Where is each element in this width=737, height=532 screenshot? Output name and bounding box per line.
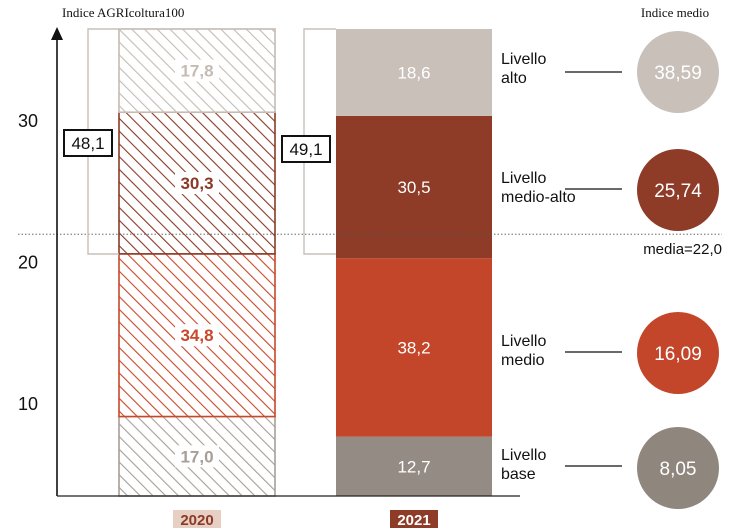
x-tick-bg-2020 (173, 510, 221, 528)
average-index-circle-2 (637, 149, 719, 231)
series-label-1-1: medio (501, 352, 545, 369)
series-label-2-0: Livello (501, 170, 546, 187)
data-label-2021-livello-alto: 18,6 (397, 63, 430, 82)
data-label-bg (175, 172, 219, 195)
combined-value-2020: 48,1 (71, 134, 104, 153)
combined-box-2020 (63, 129, 113, 157)
series-label-0-0: Livello (501, 447, 546, 464)
y-tick-label-30: 30 (18, 111, 38, 131)
data-label-2021-livello-medio-alto: 30,5 (397, 178, 430, 197)
y-tick-label-10: 10 (18, 394, 38, 414)
series-label-2-1: medio-alto (501, 189, 576, 206)
data-label-2020-livello-alto: 17,8 (180, 62, 213, 81)
average-index-circle-3 (637, 31, 719, 113)
data-label-2020-livello-medio: 34,8 (180, 326, 213, 345)
bar-2021-livello-alto (336, 29, 492, 116)
series-label-3-1: alto (501, 70, 527, 87)
average-index-value-0: 8,05 (660, 459, 697, 480)
data-label-2020-livello-base: 17,0 (180, 447, 213, 466)
data-label-2021-livello-medio: 38,2 (397, 338, 430, 357)
y-axis-arrow-icon (51, 27, 63, 40)
average-index-circle-0 (637, 427, 719, 509)
y-tick-label-20: 20 (18, 253, 38, 273)
x-tick-label-2021: 2021 (397, 512, 430, 529)
data-label-2021-livello-base: 12,7 (397, 457, 430, 476)
combined-value-2021: 49,1 (289, 140, 322, 159)
data-label-bg (175, 59, 219, 82)
series-label-0-1: base (501, 466, 536, 483)
x-tick-label-2020: 2020 (180, 512, 213, 529)
data-label-2020-livello-medio-alto: 30,3 (180, 174, 213, 193)
bar-2021-livello-base (336, 436, 492, 496)
chart-title: Indice AGRIcoltura100 (62, 5, 184, 20)
data-label-bg (175, 324, 219, 347)
data-label-bg (175, 445, 219, 468)
x-tick-bg-2021 (390, 510, 438, 528)
bar-2021-livello-medio (336, 258, 492, 437)
average-index-value-3: 38,59 (654, 63, 702, 84)
series-label-3-0: Livello (501, 51, 546, 68)
average-index-value-2: 25,74 (654, 181, 702, 202)
combined-box-2021 (281, 135, 331, 163)
average-index-circle-1 (637, 312, 719, 394)
reference-line-label: media=22,0 (643, 241, 722, 258)
average-index-value-1: 16,09 (654, 344, 702, 365)
average-index-title: Indice medio (641, 5, 709, 20)
series-label-1-0: Livello (501, 333, 546, 350)
